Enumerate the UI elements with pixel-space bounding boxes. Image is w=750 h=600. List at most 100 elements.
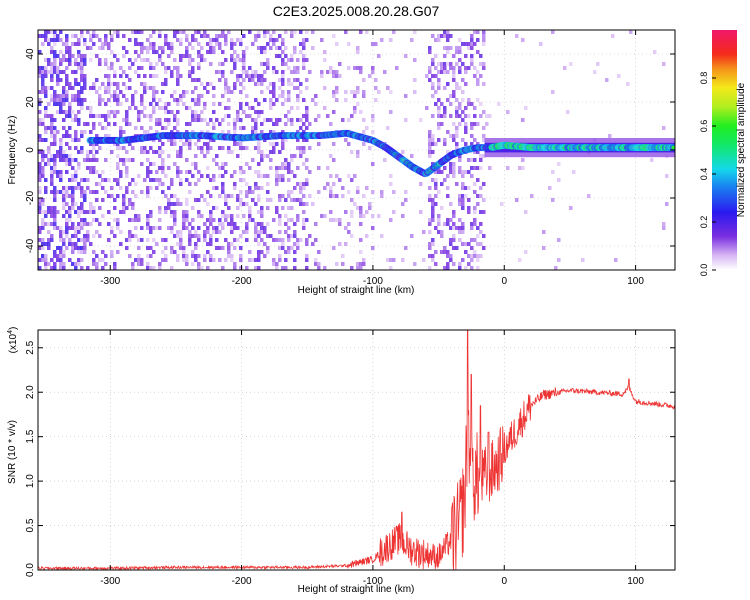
spectrogram-noise-cell: [302, 162, 306, 166]
spectrogram-noise-cell: [215, 42, 219, 46]
spectrogram-noise-cell: [458, 166, 462, 170]
spectrogram-noise-cell: [251, 130, 255, 134]
spectrogram-noise-cell: [263, 50, 267, 54]
spectrogram-noise-cell: [170, 178, 174, 182]
spectrogram-noise-cell: [281, 174, 285, 178]
spectrogram-noise-cell: [290, 118, 294, 122]
spectrogram-noise-cell: [290, 106, 294, 110]
spectrogram-noise-cell: [428, 46, 432, 50]
spectrogram-noise-cell: [104, 262, 108, 266]
spectrogram-noise-cell: [209, 238, 213, 242]
spectrogram-noise-cell: [65, 38, 69, 42]
spectrogram-noise-cell: [80, 146, 84, 150]
spectrogram-noise-cell: [266, 66, 270, 70]
spectrogram-noise-cell: [74, 34, 78, 38]
spectrogram-noise-cell: [65, 34, 69, 38]
spectrogram-noise-cell: [263, 98, 267, 102]
spectrogram-noise-cell: [161, 250, 165, 254]
spectrogram-noise-cell: [83, 238, 87, 242]
spectrogram-noise-cell: [281, 138, 285, 142]
spectrogram-noise-cell: [305, 126, 309, 130]
spectrogram-noise-cell: [221, 50, 225, 54]
spectrogram-noise-cell: [233, 62, 237, 66]
spectrogram-noise-cell: [251, 190, 255, 194]
spectrogram-noise-cell: [281, 38, 285, 42]
spectrogram-noise-cell: [476, 258, 480, 262]
spectrogram-noise-cell: [167, 198, 171, 202]
spectrogram-noise-cell: [278, 166, 282, 170]
spectrogram-noise-cell: [53, 142, 57, 146]
spectrogram-noise-cell: [158, 166, 162, 170]
spectrogram-noise-cell: [149, 118, 153, 122]
spectrogram-noise-cell: [38, 122, 42, 126]
spectrogram-noise-cell: [80, 66, 84, 70]
spectrogram-noise-cell: [347, 66, 351, 70]
spectrogram-noise-cell: [53, 66, 57, 70]
spectrogram-noise-cell: [59, 38, 63, 42]
spectrogram-noise-cell: [275, 98, 279, 102]
spectrogram-noise-cell: [173, 118, 177, 122]
spectrogram-noise-cell: [176, 242, 180, 246]
spectrogram-noise-cell: [221, 214, 225, 218]
spectrogram-noise-cell: [65, 50, 69, 54]
spectrogram-noise-cell: [80, 102, 84, 106]
spectrogram-noise-cell: [248, 106, 252, 110]
spectrogram-noise-cell: [86, 178, 90, 182]
spectrogram-noise-cell: [257, 194, 261, 198]
spectrogram-noise-cell: [224, 238, 228, 242]
spectrogram-noise-cell: [317, 142, 321, 146]
spectrogram-noise-cell: [302, 194, 306, 198]
spectrogram-noise-cell: [389, 90, 393, 94]
spectrogram-noise-cell: [251, 74, 255, 78]
spectrogram-noise-cell: [197, 138, 201, 142]
spectrogram-noise-cell: [248, 78, 252, 82]
spectrogram-noise-cell: [296, 138, 300, 142]
spectrogram-noise-cell: [308, 122, 312, 126]
spectrogram-noise-cell: [257, 114, 261, 118]
spectrogram-noise-cell: [152, 50, 156, 54]
spectrogram-noise-cell: [281, 242, 285, 246]
spectrogram-noise-cell: [224, 162, 228, 166]
spectrogram-noise-cell: [152, 98, 156, 102]
spectrogram-noise-cell: [152, 150, 156, 154]
spectrogram-noise-cell: [206, 190, 210, 194]
spectrogram-noise-cell: [89, 130, 93, 134]
spectrogram-noise-cell: [143, 150, 147, 154]
spectrogram-noise-cell: [473, 182, 477, 186]
spectrogram-noise-cell: [89, 114, 93, 118]
spectrogram-noise-cell: [161, 126, 165, 130]
spectrogram-noise-cell: [281, 102, 285, 106]
spectrogram-noise-cell: [68, 162, 72, 166]
spectrogram-noise-cell: [164, 206, 168, 210]
spectrogram-noise-cell: [47, 158, 51, 162]
spectrogram-noise-cell: [320, 214, 324, 218]
spectrogram-noise-cell: [140, 66, 144, 70]
spectrogram-noise-cell: [203, 106, 207, 110]
spectrogram-noise-cell: [428, 218, 432, 222]
spectrogram-noise-cell: [122, 54, 126, 58]
spectrogram-noise-cell: [209, 242, 213, 246]
spectrogram-noise-cell: [122, 82, 126, 86]
spectrogram-noise-cell: [449, 94, 453, 98]
spectrogram-noise-cell: [95, 198, 99, 202]
spectrogram-noise-cell: [455, 110, 459, 114]
spectrogram-noise-cell: [110, 62, 114, 66]
spectrogram-noise-cell: [68, 114, 72, 118]
spectrogram-noise-cell: [206, 202, 210, 206]
spectrogram-noise-cell: [257, 266, 261, 270]
spectrogram-noise-cell: [254, 146, 258, 150]
spectrogram-noise-cell: [305, 242, 309, 246]
spectrogram-noise-cell: [128, 38, 132, 42]
spectrogram-noise-cell: [299, 82, 303, 86]
spectrogram-noise-cell: [167, 66, 171, 70]
spectrogram-noise-cell: [431, 254, 435, 258]
spectrogram-noise-cell: [317, 262, 321, 266]
spectrogram-noise-cell: [164, 70, 168, 74]
spectrogram-noise-cell: [242, 230, 246, 234]
spectrogram-noise-cell: [428, 150, 432, 154]
spectrogram-noise-cell: [281, 82, 285, 86]
spectrogram-noise-cell: [194, 230, 198, 234]
spectrogram-noise-cell: [368, 74, 372, 78]
spectrogram-noise-cell: [140, 102, 144, 106]
spectrogram-noise-cell: [287, 246, 291, 250]
